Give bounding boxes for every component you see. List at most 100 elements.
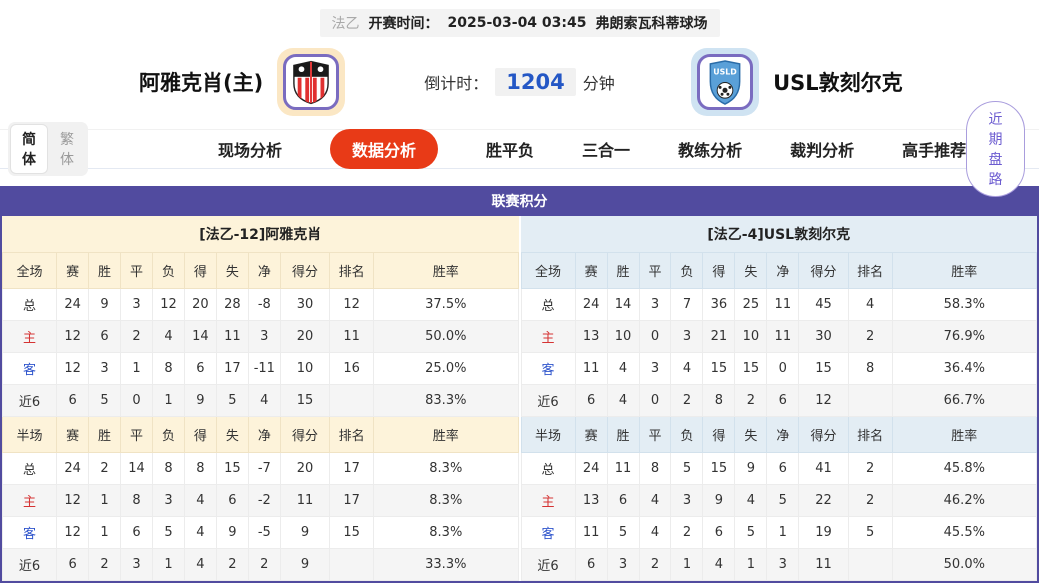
stat-cell: 11 [606, 452, 640, 485]
stat-cell [329, 384, 375, 417]
column-header: 平 [120, 252, 153, 289]
stat-cell: 24 [574, 288, 608, 321]
home-table-title: [法乙-12]阿雅克肖 [2, 216, 519, 252]
stat-cell: 12 [56, 516, 90, 549]
column-header: 失 [215, 252, 249, 289]
column-header: 失 [734, 416, 768, 453]
stat-cell: 28 [215, 288, 249, 321]
lang-traditional-button[interactable]: 繁体 [60, 132, 74, 168]
stat-cell: 45.8% [891, 452, 1038, 485]
row-label: 总 [520, 452, 576, 485]
column-header: 负 [670, 252, 704, 289]
column-header: 胜 [88, 416, 122, 453]
row-label: 客 [520, 352, 576, 385]
stat-cell: 15 [734, 352, 768, 385]
home-team-logo-frame [283, 54, 340, 110]
stat-cell: 2 [734, 384, 768, 417]
stat-cell: 15 [329, 516, 375, 549]
nav-tab-win-draw-lose[interactable]: 胜平负 [486, 141, 535, 160]
row-label: 主 [520, 320, 576, 353]
column-header: 排名 [847, 416, 893, 453]
stat-cell: 4 [702, 548, 736, 581]
stat-cell: 11 [766, 320, 800, 353]
home-team-block: 阿雅克肖(主) [139, 48, 346, 116]
stat-cell: 10 [279, 352, 331, 385]
language-toggle: 简体 繁体 [8, 122, 88, 176]
stat-cell: 8.3% [373, 452, 519, 485]
stat-cell: 4 [183, 516, 217, 549]
stat-cell: 9 [88, 288, 122, 321]
stat-cell: 6 [574, 548, 608, 581]
row-label: 近6 [520, 384, 576, 417]
column-header: 全场 [520, 252, 576, 289]
row-label: 总 [1, 452, 58, 485]
stat-cell: 14 [606, 288, 640, 321]
away-team-name: USL敦刻尔克 [773, 71, 903, 95]
stat-cell: 6 [120, 516, 153, 549]
nav-tab-expert-picks[interactable]: 高手推荐 [902, 141, 967, 160]
stat-cell: 4 [638, 516, 672, 549]
column-header: 胜率 [373, 416, 519, 453]
nav-tab-data-analysis[interactable]: 数据分析 [330, 129, 439, 169]
stat-cell: 3 [88, 352, 122, 385]
column-header: 净 [247, 252, 281, 289]
nav-tab-three-in-one[interactable]: 三合一 [582, 141, 631, 160]
nav-tab-live-analysis[interactable]: 现场分析 [218, 141, 283, 160]
stat-row-recent: 近6 6 5 0 1 9 5 4 15 83.3% [1, 384, 519, 417]
stat-cell: 5 [606, 516, 640, 549]
stat-row-away: 客 11 5 4 2 6 5 1 19 5 45.5% [520, 516, 1038, 549]
row-label: 近6 [1, 384, 58, 417]
away-team-stats-panel: [法乙-4]USL敦刻尔克 全场赛胜平负得失净得分 排名 胜率总 24 14 3 7 36 25 1… [518, 216, 1038, 581]
nav-tab-referee-analysis[interactable]: 裁判分析 [790, 141, 855, 160]
stat-cell: 4 [606, 352, 640, 385]
stat-cell: 9 [215, 516, 249, 549]
row-label: 主 [1, 484, 58, 517]
column-header: 得分 [798, 416, 849, 453]
stat-cell: 3 [638, 288, 672, 321]
stat-cell: 1 [734, 548, 768, 581]
home-team-stats-panel: [法乙-12]阿雅克肖 全场赛胜平负得失净得分 排名 胜率总 24 9 3 12 20 28 -8 3… [1, 216, 519, 581]
lang-simplified-button[interactable]: 简体 [10, 124, 48, 174]
row-label: 总 [1, 288, 58, 321]
match-header: 阿雅克肖(主) [0, 37, 1039, 129]
stat-cell: 1 [151, 548, 185, 581]
stat-cell [847, 384, 893, 417]
stat-cell: 11 [279, 484, 331, 517]
stat-cell: 24 [56, 288, 90, 321]
stat-cell: 8 [638, 452, 672, 485]
stat-cell: 8.3% [373, 484, 519, 517]
column-header: 赛 [56, 416, 90, 453]
stat-cell: 3 [606, 548, 640, 581]
stat-row-home: 主 12 6 2 4 14 11 3 20 11 50.0% [1, 320, 519, 353]
recent-trend-button[interactable]: 近期盘路 [966, 101, 1025, 197]
stat-cell: -2 [247, 484, 281, 517]
stat-cell: 5 [734, 516, 768, 549]
stat-cell: 12 [56, 484, 90, 517]
stat-cell: 6 [183, 352, 217, 385]
away-shield-icon: USLD [709, 59, 741, 105]
stat-cell: -11 [247, 352, 281, 385]
nav-tab-coach-analysis[interactable]: 教练分析 [678, 141, 743, 160]
column-header: 失 [215, 416, 249, 453]
stat-cell: 2 [120, 320, 153, 353]
stat-cell: 5 [670, 452, 704, 485]
stat-cell: 4 [847, 288, 893, 321]
stat-cell: 6 [88, 320, 122, 353]
stat-cell: 4 [151, 320, 185, 353]
countdown-unit: 分钟 [582, 74, 615, 93]
stat-cell: 3 [670, 484, 704, 517]
stat-cell: 12 [56, 352, 90, 385]
stat-cell: -8 [247, 288, 281, 321]
half-column-header-row: 半场赛胜平负得失净得分 排名 胜率 [1, 416, 519, 453]
column-header: 负 [151, 416, 185, 453]
column-header: 排名 [329, 416, 375, 453]
stat-cell: 9 [183, 384, 217, 417]
stat-cell: 11 [215, 320, 249, 353]
stat-cell: 17 [329, 484, 375, 517]
stat-cell: 14 [120, 452, 153, 485]
full-column-header-row: 全场赛胜平负得失净得分 排名 胜率 [520, 252, 1038, 289]
away-team-block: USLD USL敦刻尔克 [691, 48, 903, 116]
match-info-pill: 法乙 开赛时间： 2025-03-04 03:45 弗朗索瓦科蒂球场 [319, 9, 720, 37]
section-title: 联赛积分 [2, 186, 1037, 216]
stat-cell: 22 [798, 484, 849, 517]
